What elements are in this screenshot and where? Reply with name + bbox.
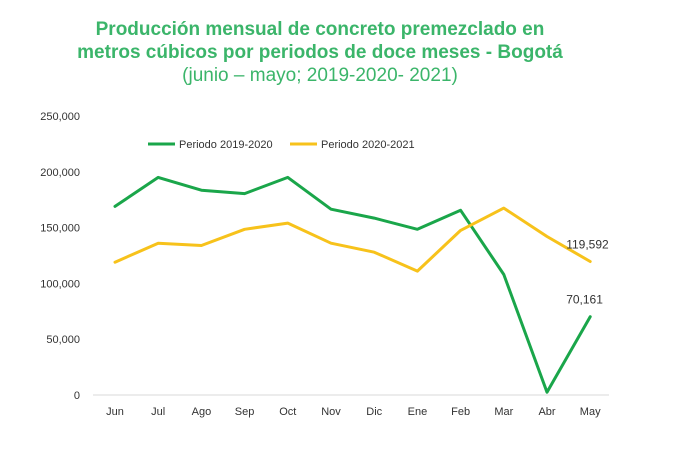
x-tick-label: Oct xyxy=(279,406,296,418)
x-tick-label: Abr xyxy=(538,406,555,418)
chart-title-line-1: Producción mensual de concreto premezcla… xyxy=(95,19,545,40)
data-label: 70,161 xyxy=(566,293,603,307)
legend: Periodo 2019-2020 Periodo 2020-2021 xyxy=(148,139,415,151)
y-tick-label: 250,000 xyxy=(40,111,80,123)
series-layer xyxy=(113,175,592,394)
x-tick-label: Jul xyxy=(151,406,165,418)
x-tick-label: Sep xyxy=(235,406,255,418)
y-tick-label: 50,000 xyxy=(46,334,80,346)
y-axis-ticks: 0 50,000 100,000 150,000 200,000 250,000 xyxy=(40,111,80,402)
legend-label: Periodo 2020-2021 xyxy=(321,139,415,151)
y-tick-label: 200,000 xyxy=(40,167,80,179)
y-tick-label: 100,000 xyxy=(40,278,80,290)
chart-title-line-2: metros cúbicos por periodos de doce mese… xyxy=(77,42,563,63)
x-tick-label: Ene xyxy=(408,406,428,418)
x-tick-label: Feb xyxy=(451,406,470,418)
series-line-2 xyxy=(113,206,592,273)
chart-subtitle: (junio – mayo; 2019-2020- 2021) xyxy=(182,65,458,86)
data-labels: 119,592 70,161 xyxy=(566,238,609,307)
y-tick-label: 0 xyxy=(74,390,80,402)
x-tick-label: Nov xyxy=(321,406,341,418)
chart-title: Producción mensual de concreto premezcla… xyxy=(0,18,640,87)
x-axis-ticks: Jun Jul Ago Sep Oct Nov Dic Ene Feb Mar Abr May xyxy=(106,406,601,418)
series-line-1 xyxy=(113,175,592,394)
x-tick-label: Mar xyxy=(494,406,513,418)
x-tick-label: Jun xyxy=(106,406,124,418)
data-label: 119,592 xyxy=(566,238,609,252)
y-tick-label: 150,000 xyxy=(40,223,80,235)
legend-label: Periodo 2019-2020 xyxy=(179,139,273,151)
x-tick-label: Dic xyxy=(366,406,382,418)
x-tick-label: May xyxy=(580,406,601,418)
x-tick-label: Ago xyxy=(192,406,212,418)
